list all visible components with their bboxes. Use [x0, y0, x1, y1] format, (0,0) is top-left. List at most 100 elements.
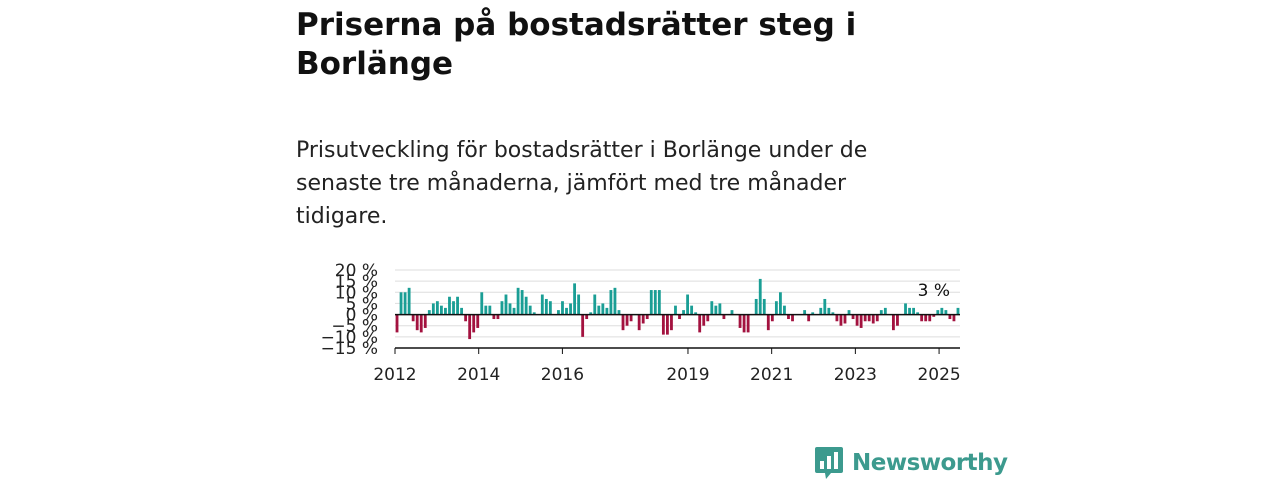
bar	[496, 314, 500, 320]
bar	[540, 294, 544, 315]
bar	[520, 290, 524, 315]
bar	[762, 298, 766, 315]
bar	[754, 298, 758, 315]
bar	[956, 307, 960, 315]
bar	[480, 292, 484, 315]
bar	[827, 307, 831, 315]
bar	[867, 314, 871, 322]
bar	[928, 314, 932, 322]
bar	[500, 301, 504, 315]
bar	[770, 314, 774, 322]
bar	[952, 314, 956, 322]
bar	[645, 314, 649, 320]
bar	[686, 294, 690, 315]
x-tick-label: 2019	[666, 365, 709, 385]
bar	[528, 305, 532, 315]
x-tick-label: 2012	[373, 365, 416, 385]
x-tick-label: 2016	[541, 365, 584, 385]
y-tick-label: 20 %	[335, 261, 378, 281]
bar	[484, 305, 488, 315]
bar	[548, 301, 552, 315]
bar	[488, 305, 492, 315]
bar	[916, 312, 920, 315]
bar	[730, 310, 734, 315]
bar	[617, 310, 621, 315]
bar	[843, 314, 847, 324]
y-tick-label: 15 %	[335, 272, 378, 292]
bar	[532, 312, 536, 315]
newsworthy-bar-chart-icon	[815, 447, 843, 479]
x-tick-label: 2014	[457, 365, 500, 385]
bar	[839, 314, 843, 326]
y-tick-label: −5 %	[331, 317, 378, 337]
bar	[439, 305, 443, 315]
bar	[758, 278, 762, 315]
bar	[569, 303, 572, 315]
bar	[585, 314, 589, 320]
bar	[678, 314, 681, 320]
bar	[613, 287, 617, 315]
y-tick-label: 5 %	[346, 294, 378, 314]
bar	[468, 314, 472, 340]
bar	[423, 314, 427, 328]
bar	[621, 314, 625, 331]
bar	[448, 296, 451, 315]
bar	[883, 307, 887, 315]
bar	[787, 314, 790, 320]
page-title: Priserna på bostadsrätter steg i Borläng…	[296, 7, 857, 82]
bar	[783, 305, 786, 315]
bar	[702, 314, 706, 326]
bar	[407, 287, 411, 315]
bar	[435, 301, 439, 315]
bar	[803, 310, 807, 315]
x-tick-label: 2023	[834, 365, 877, 385]
bar	[924, 314, 928, 322]
bar	[912, 307, 916, 315]
bar	[665, 314, 669, 335]
axes	[394, 313, 960, 354]
bar	[637, 314, 641, 331]
bar	[791, 314, 794, 322]
bar	[661, 314, 665, 335]
bar	[847, 310, 851, 315]
bar	[403, 292, 407, 315]
x-tick-label: 2025	[917, 365, 960, 385]
bar	[395, 314, 399, 333]
x-tick-label: 2021	[750, 365, 793, 385]
y-tick-label: 10 %	[335, 283, 378, 303]
bar	[415, 314, 419, 331]
bar	[524, 296, 528, 315]
bar	[629, 314, 633, 322]
bar	[891, 314, 895, 331]
bar	[476, 314, 480, 328]
bar	[811, 312, 815, 315]
bar	[706, 314, 710, 322]
bar	[896, 314, 899, 326]
bar	[674, 305, 677, 315]
y-tick-label: −10 %	[321, 328, 378, 348]
bar	[690, 305, 694, 315]
bar	[670, 314, 673, 331]
bar	[871, 314, 875, 324]
bar	[766, 314, 770, 331]
bar	[641, 314, 645, 324]
bar	[593, 294, 597, 315]
chart-description: Prisutveckling för bostadsrätter i Borlä…	[296, 138, 868, 229]
bar	[714, 305, 718, 315]
bar	[577, 294, 581, 315]
bar	[936, 310, 940, 315]
bar	[565, 307, 568, 315]
bar	[774, 301, 778, 315]
bar	[657, 290, 661, 315]
gridlines	[395, 269, 960, 349]
bar	[653, 290, 657, 315]
bar	[589, 312, 593, 315]
bar	[561, 301, 564, 315]
bar	[419, 314, 423, 333]
bar	[605, 307, 609, 315]
bar	[904, 303, 907, 315]
bar	[573, 283, 577, 315]
bar	[819, 307, 823, 315]
bar	[456, 296, 459, 315]
y-tick-label: −15 %	[321, 339, 378, 359]
